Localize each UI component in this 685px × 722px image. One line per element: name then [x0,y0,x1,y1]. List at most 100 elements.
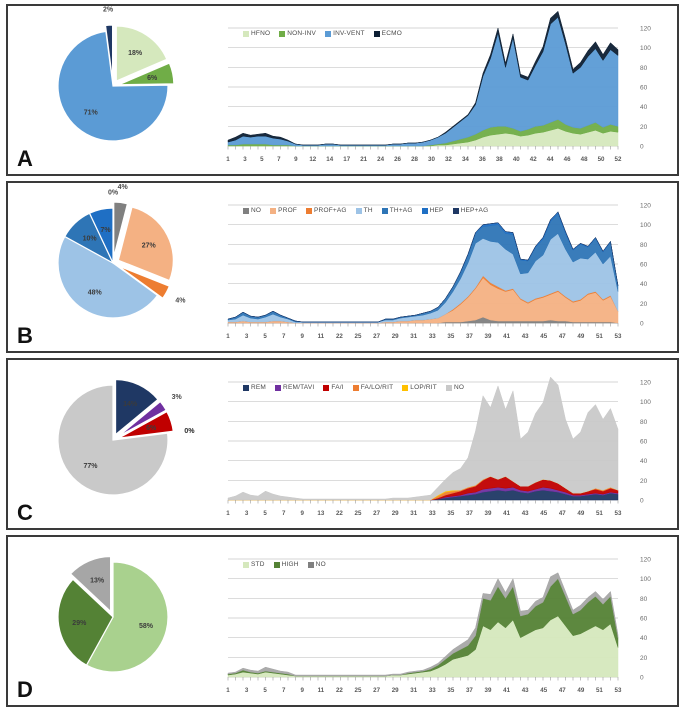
x-axis-tick-label: 39 [485,510,492,517]
legend-item[interactable]: HEP [421,207,444,214]
pie-slice [57,384,169,496]
x-axis-tick-label: 27 [373,333,380,340]
x-axis-tick-label: 37 [466,687,473,694]
x-axis-tick-label: 47 [559,333,566,340]
x-axis-tick-label: 33 [429,510,436,517]
legend-swatch-icon [325,30,332,37]
pie-slice [57,235,159,319]
x-axis-tick-label: 53 [615,687,622,694]
legend-item[interactable]: REM [243,384,266,391]
pie-slice-label: 27% [142,242,157,249]
legend-swatch-icon [307,561,314,568]
area-chart-a: 0 20 40 60 80 100 120 1 3 5 7 9 12 14 17 21 24 26 28 30 32 34… [226,10,651,163]
legend-label: LOP/RIT [410,384,437,391]
pie-slice [113,201,129,258]
legend-swatch-icon [243,561,249,568]
pie-container: 14% 3% 6% 0% 0% 77% [8,360,218,528]
legend-item[interactable]: NO [243,207,261,214]
pie-chart-c: 14%3%6% 0%0%77% [57,378,195,496]
y-axis-tick-label: 80 [640,419,648,426]
x-axis-tick-label: 17 [343,156,350,163]
legend-item[interactable]: NON-INV [279,30,316,37]
legend-item[interactable]: HEP+AG [452,207,489,214]
x-axis-tick-label: 12 [309,156,316,163]
x-axis-tick-label: 38 [496,156,503,163]
y-axis-tick-label: 120 [640,380,651,387]
area-series [227,572,619,677]
x-axis-tick-label: 37 [466,510,473,517]
legend-swatch-icon [323,384,330,391]
legend-item[interactable]: TH+AG [381,207,413,214]
x-axis-tick-label: 7 [277,156,281,163]
x-axis-tick-label: 33 [429,687,436,694]
legend-item[interactable]: STD [243,561,265,568]
legend-item[interactable]: ECMO [373,30,402,37]
legend-swatch-icon [352,384,359,391]
legend-label: TH [363,207,373,214]
legend-label: HFNO [251,30,271,37]
y-axis-tick-label: 80 [640,65,648,72]
x-axis-tick-label: 49 [577,333,584,340]
legend-item[interactable]: PROF [270,207,297,214]
legend-item[interactable]: NO [445,384,465,391]
x-axis-tick-label: 50 [598,156,605,163]
x-axis-tick-label: 21 [360,156,367,163]
x-axis-tick-label: 5 [263,687,267,694]
pie-slice-label: 0% [184,428,195,435]
panel-letter: D [17,677,33,702]
x-axis-tick-label: 29 [392,510,399,517]
pie-slice [117,206,174,282]
pie-slice [57,578,114,667]
legend-label: PROF+AG [314,207,347,214]
legend-item[interactable]: FA/I [323,384,344,391]
x-axis-tick-label: 47 [559,510,566,517]
chart-legend: STD HIGH NO [243,561,326,568]
legend-item[interactable]: TH [355,207,373,214]
panel-c: C 14% 3% 6% 0% 0% 77% 0 20 40 60 80 100 120 1 3 5 7 9 13 22 2… [6,358,679,530]
legend-label: REM/TAVI [283,384,315,391]
x-axis-tick-label: 51 [596,687,603,694]
y-axis-tick-label: 0 [640,321,644,328]
legend-swatch-icon [243,207,249,214]
y-axis-tick-label: 60 [640,85,648,92]
pie-slice [57,30,169,142]
x-axis-tick-label: 31 [410,333,417,340]
legend-item[interactable]: HIGH [273,561,299,568]
legend-item[interactable]: LOP/RIT [402,384,437,391]
x-axis-tick-label: 5 [263,333,267,340]
x-axis-tick-label: 1 [226,156,230,163]
pie-slice-label: 13% [90,578,105,585]
x-axis-tick-label: 49 [577,687,584,694]
x-axis-tick-label: 11 [318,333,325,340]
x-axis-tick-label: 31 [410,687,417,694]
x-axis-tick-label: 41 [503,333,510,340]
chart-legend: NO PROF PROF+AG TH TH+AG HEP HEP+AG [243,207,488,214]
panel-b: B 4% 27% 4% 48% 10% 7% 0% 0 20 40 60 80 100 120 1 3 5 7 9 11… [6,181,679,353]
pie-slice [118,62,175,86]
x-axis-tick-label: 9 [301,333,305,340]
pie-container: 18% 6% 71% 2% [8,6,218,174]
legend-item[interactable]: REM/TAVI [275,384,314,391]
legend-label: ECMO [381,30,402,37]
pie-slice [85,561,169,673]
x-axis-tick-label: 35 [447,333,454,340]
legend-label: NO [453,384,465,391]
x-axis-tick-label: 39 [485,333,492,340]
pie-container: 58% 29% 13% [8,537,218,705]
legend-swatch-icon [355,207,362,214]
pie-slice-label: 58% [139,623,154,630]
legend-item[interactable]: FA/LO/RIT [352,384,394,391]
area-series [227,376,619,501]
x-axis-tick-label: 27 [373,687,380,694]
x-axis-tick-label: 45 [540,687,547,694]
legend-item[interactable]: INV-VENT [325,30,365,37]
legend-swatch-icon [421,207,428,214]
legend-item[interactable]: PROF+AG [306,207,347,214]
y-axis-tick-label: 100 [640,399,651,406]
x-axis-tick-label: 39 [485,687,492,694]
panel-letter: B [17,323,33,348]
legend-item[interactable]: NO [307,561,326,568]
chart-legend: HFNO NON-INV INV-VENT ECMO [243,30,402,37]
x-axis-tick-label: 40 [513,156,520,163]
legend-item[interactable]: HFNO [243,30,270,37]
